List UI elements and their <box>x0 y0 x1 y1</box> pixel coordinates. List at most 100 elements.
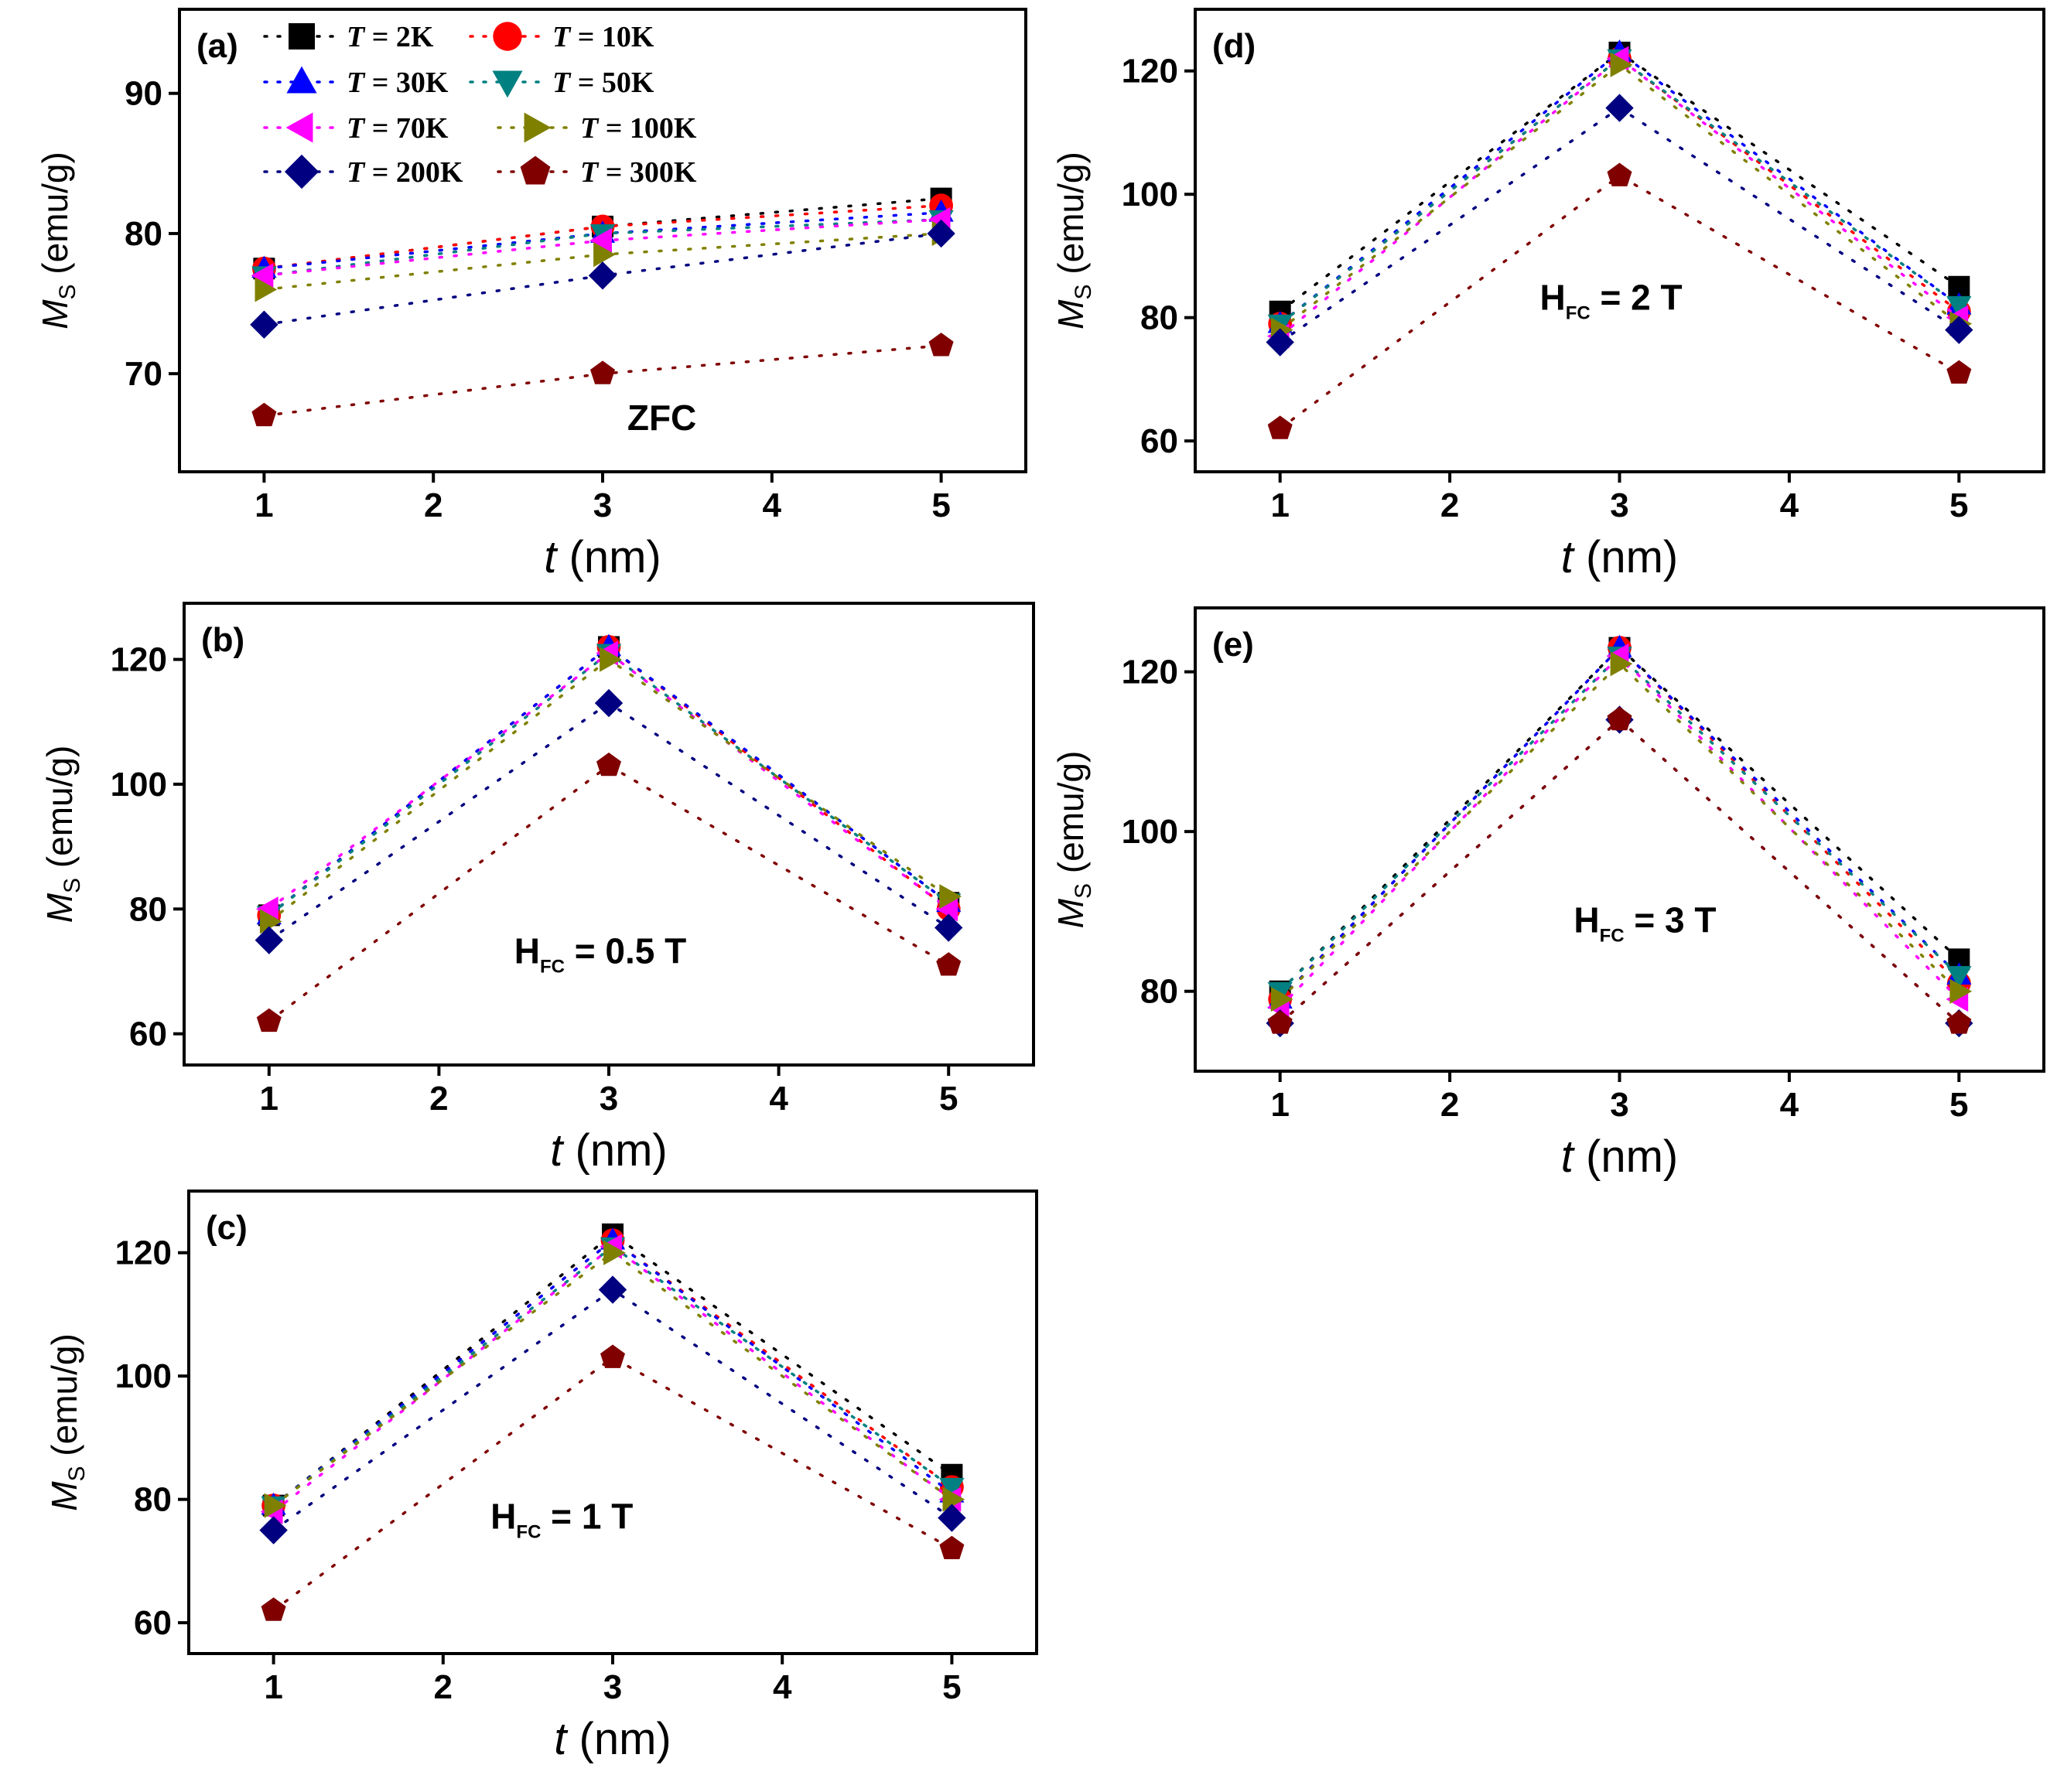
x-axis-title-italic: t <box>1561 532 1576 582</box>
annotation-main: H <box>1574 899 1599 940</box>
x-axis-title: t (nm) <box>554 1714 671 1764</box>
data-point <box>259 1516 288 1545</box>
y-tick-label: 60 <box>134 1604 172 1642</box>
data-point <box>588 261 617 290</box>
data-point <box>261 1597 286 1621</box>
annotation-main: ZFC <box>627 398 696 438</box>
series-square <box>1269 637 1970 1002</box>
annotation-main: H <box>490 1497 516 1537</box>
data-point <box>594 688 624 718</box>
data-point <box>1267 1010 1293 1034</box>
y-axis-title-italic: M <box>35 299 75 329</box>
plot-frame <box>1194 606 2045 1073</box>
x-tick-label: 2 <box>424 486 442 524</box>
legend-marker <box>284 154 319 189</box>
x-tick-label: 5 <box>1949 486 1968 524</box>
x-tick-label: 5 <box>942 1668 961 1706</box>
legend-label-var: T <box>580 156 600 189</box>
legend-label-var: T <box>347 156 366 189</box>
data-point <box>598 1275 627 1304</box>
x-axis-title-rest: (nm) <box>556 532 661 582</box>
data-point <box>1270 986 1293 1012</box>
y-tick-label: 70 <box>125 355 162 393</box>
x-tick-label: 4 <box>1780 1086 1799 1124</box>
data-point <box>1946 1010 1972 1034</box>
panel-label: (a) <box>196 27 238 65</box>
data-point <box>1266 328 1294 357</box>
legend-label: T = 200K <box>347 156 463 189</box>
y-tick-label: 100 <box>111 766 167 804</box>
panel-e: 1 2 3 4 5 80 100 120 t (nm) MS (emu/g) (e) HFC = 3 … <box>1051 606 2045 1182</box>
data-point <box>939 884 962 910</box>
series-line <box>1278 718 1961 1025</box>
legend-label-value: = 200K <box>364 156 463 189</box>
series-line <box>1278 56 1961 338</box>
x-tick-label: 3 <box>603 1668 622 1706</box>
x-axis-title-italic: t <box>1561 1132 1576 1182</box>
panel-label: (b) <box>201 621 244 659</box>
data-point <box>1607 706 1632 731</box>
series-square <box>262 1223 963 1517</box>
y-tick-label: 100 <box>1122 813 1178 851</box>
series-triangle-left <box>256 640 958 922</box>
y-axis-title-sub: S <box>64 1466 90 1481</box>
legend-label: T = 100K <box>580 112 697 145</box>
x-axis-title-rest: (nm) <box>1574 1132 1678 1182</box>
y-axis-title-italic: M <box>1051 299 1091 329</box>
legend-label: T = 300K <box>580 156 697 189</box>
annotation-main: H <box>514 931 540 971</box>
y-axis-title-sub: S <box>60 878 85 893</box>
legend-item: T = 50K <box>469 67 654 99</box>
data-point <box>1946 360 1972 384</box>
y-axis-title-sub: S <box>1071 284 1096 299</box>
x-tick-label: 1 <box>1270 486 1289 524</box>
y-tick-label: 100 <box>115 1357 172 1395</box>
x-tick-label: 3 <box>593 486 612 524</box>
series-line <box>272 1232 954 1507</box>
y-tick-label: 120 <box>115 1234 172 1272</box>
y-tick-label: 90 <box>125 75 162 113</box>
x-axis-title: t (nm) <box>544 532 661 582</box>
legend-item: T = 30K <box>263 66 449 99</box>
series-triangle-down <box>256 643 962 929</box>
y-axis-title-italic: M <box>39 893 80 923</box>
series-circle <box>257 635 961 927</box>
series-line <box>272 1288 954 1532</box>
series-triangle-up <box>256 633 962 925</box>
annotation: HFC = 1 T <box>490 1497 633 1543</box>
legend-label: T = 10K <box>552 21 654 53</box>
annotation: HFC = 0.5 T <box>514 931 686 978</box>
data-point <box>939 1477 965 1500</box>
series-diamond <box>1266 705 1973 1038</box>
data-point <box>589 227 612 254</box>
legend-label-var: T <box>552 67 572 99</box>
data-point <box>251 402 277 427</box>
y-axis-title-italic: M <box>1051 898 1091 928</box>
x-tick-label: 3 <box>600 1080 618 1118</box>
x-tick-label: 3 <box>1610 486 1628 524</box>
legend-label-var: T <box>552 21 572 53</box>
annotation-sub: FC <box>1566 303 1591 324</box>
legend-marker <box>520 155 551 185</box>
data-point <box>1946 966 1972 988</box>
y-tick-label: 80 <box>1140 299 1178 337</box>
y-tick-label: 60 <box>1140 422 1178 460</box>
data-point <box>927 219 955 248</box>
data-point <box>255 926 283 954</box>
legend-item: T = 200K <box>263 154 463 189</box>
data-point <box>603 1240 626 1265</box>
y-tick-label: 80 <box>125 215 162 253</box>
legend-marker <box>492 70 523 98</box>
data-point <box>600 647 622 672</box>
x-tick-label: 5 <box>939 1080 958 1118</box>
legend-marker <box>493 22 522 51</box>
data-point <box>596 753 621 777</box>
series-line <box>1278 646 1961 1001</box>
data-point <box>1610 651 1633 677</box>
panel-label: (e) <box>1212 626 1254 664</box>
y-axis-title-rest: (emu/g) <box>39 746 80 878</box>
legend-item: T = 300K <box>497 155 697 189</box>
x-axis-title: t (nm) <box>1561 532 1678 582</box>
x-tick-label: 2 <box>429 1080 448 1118</box>
